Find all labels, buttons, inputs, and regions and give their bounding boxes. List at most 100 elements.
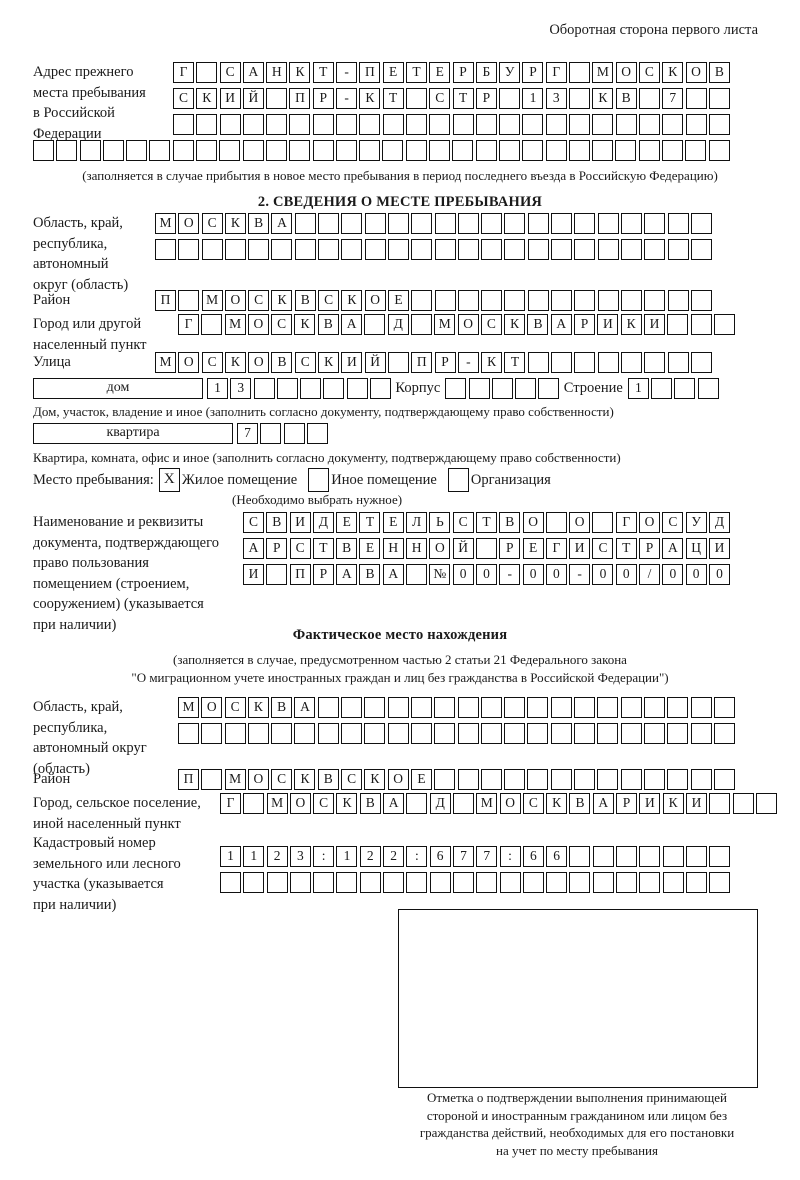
comb-cell[interactable]: [569, 88, 591, 109]
comb-cell[interactable]: 0: [522, 564, 544, 585]
comb-cell[interactable]: [346, 378, 368, 399]
comb-cell[interactable]: 3: [289, 846, 311, 867]
comb-cell[interactable]: [569, 62, 591, 83]
comb-cell[interactable]: И: [597, 314, 619, 335]
comb-cell[interactable]: К: [662, 793, 684, 814]
comb-cell[interactable]: Т: [312, 538, 334, 559]
comb-cell[interactable]: [685, 872, 707, 893]
comb-cell[interactable]: Е: [429, 62, 451, 83]
comb-cell[interactable]: И: [639, 793, 661, 814]
comb-cell[interactable]: С: [243, 512, 264, 533]
comb-cell[interactable]: [429, 114, 451, 135]
comb-cell[interactable]: [546, 872, 568, 893]
comb-cell[interactable]: №: [429, 564, 451, 585]
comb-cell[interactable]: К: [294, 769, 316, 790]
comb-cell[interactable]: [732, 793, 754, 814]
comb-cell[interactable]: С: [201, 213, 223, 234]
comb-cell[interactable]: М: [434, 314, 456, 335]
comb-cell[interactable]: Т: [504, 352, 526, 373]
comb-cell[interactable]: [574, 290, 596, 311]
comb-cell[interactable]: 1: [243, 846, 265, 867]
comb-cell[interactable]: С: [173, 88, 194, 109]
comb-cell[interactable]: [551, 239, 573, 260]
comb-cell[interactable]: И: [569, 538, 591, 559]
comb-cell[interactable]: [522, 114, 544, 135]
comb-cell[interactable]: [667, 290, 689, 311]
comb-cell[interactable]: [387, 723, 409, 744]
comb-cell[interactable]: Г: [545, 538, 567, 559]
comb-cell[interactable]: [370, 378, 392, 399]
comb-cell[interactable]: П: [411, 352, 433, 373]
comb-cell[interactable]: Г: [173, 62, 194, 83]
comb-cell[interactable]: С: [638, 62, 660, 83]
comb-cell[interactable]: В: [527, 314, 549, 335]
comb-cell[interactable]: [597, 769, 619, 790]
comb-cell[interactable]: К: [271, 290, 293, 311]
comb-cell[interactable]: 0: [452, 564, 474, 585]
comb-cell[interactable]: :: [406, 846, 428, 867]
comb-cell[interactable]: 6: [429, 846, 451, 867]
comb-cell[interactable]: Г: [178, 314, 199, 335]
comb-row[interactable]: И П Р А В А № 0 0-0 0-0 0/0 0 0: [243, 564, 732, 585]
comb-cell[interactable]: [201, 769, 223, 790]
comb-cell[interactable]: [289, 114, 311, 135]
comb-cell[interactable]: [243, 793, 265, 814]
comb-cell[interactable]: [56, 140, 78, 161]
comb-cell[interactable]: [178, 290, 200, 311]
comb-cell[interactable]: [452, 872, 474, 893]
comb-cell[interactable]: :: [313, 846, 335, 867]
comb-cell[interactable]: [457, 213, 479, 234]
comb-cell[interactable]: [667, 723, 689, 744]
comb-cell[interactable]: О: [639, 512, 661, 533]
comb-cell[interactable]: [480, 723, 502, 744]
comb-cell[interactable]: С: [294, 352, 316, 373]
comb-cell[interactable]: И: [341, 352, 363, 373]
comb-cell[interactable]: Н: [382, 538, 404, 559]
comb-cell[interactable]: О: [387, 769, 409, 790]
comb-cell[interactable]: [662, 114, 684, 135]
comb-cell[interactable]: О: [615, 62, 637, 83]
comb-cell[interactable]: [387, 213, 409, 234]
comb-cell[interactable]: П: [289, 88, 311, 109]
comb-cell[interactable]: О: [499, 793, 521, 814]
comb-cell[interactable]: [452, 140, 474, 161]
comb-row[interactable]: [155, 239, 714, 260]
comb-cell[interactable]: [364, 314, 386, 335]
comb-cell[interactable]: С: [480, 314, 502, 335]
comb-cell[interactable]: [457, 769, 479, 790]
comb-cell[interactable]: [620, 239, 642, 260]
comb-cell[interactable]: [383, 872, 405, 893]
comb-cell[interactable]: [178, 723, 199, 744]
comb-cell[interactable]: [260, 423, 282, 444]
comb-cell[interactable]: К: [662, 62, 684, 83]
comb-cell[interactable]: [644, 352, 666, 373]
comb-cell[interactable]: [220, 872, 241, 893]
comb-cell[interactable]: Н: [266, 62, 288, 83]
comb-cell[interactable]: Л: [406, 512, 428, 533]
comb-cell[interactable]: -: [457, 352, 479, 373]
comb-cell[interactable]: [667, 239, 689, 260]
comb-cell[interactable]: [243, 872, 265, 893]
comb-row[interactable]: [173, 114, 732, 135]
comb-cell[interactable]: [545, 140, 567, 161]
comb-cell[interactable]: [336, 114, 358, 135]
comb-cell[interactable]: Й: [452, 538, 474, 559]
comb-cell[interactable]: /: [639, 564, 661, 585]
comb-cell[interactable]: [457, 290, 479, 311]
comb-cell[interactable]: [411, 290, 433, 311]
comb-cell[interactable]: В: [359, 564, 381, 585]
comb-cell[interactable]: О: [247, 769, 269, 790]
comb-cell[interactable]: [527, 723, 549, 744]
comb-cell[interactable]: [592, 114, 614, 135]
comb-row[interactable]: [178, 723, 737, 744]
comb-cell[interactable]: [685, 140, 707, 161]
stay-type-row[interactable]: Место пребывания: X Жилое помещение Иное…: [33, 468, 556, 492]
comb-cell[interactable]: [690, 697, 712, 718]
comb-cell[interactable]: [434, 697, 456, 718]
